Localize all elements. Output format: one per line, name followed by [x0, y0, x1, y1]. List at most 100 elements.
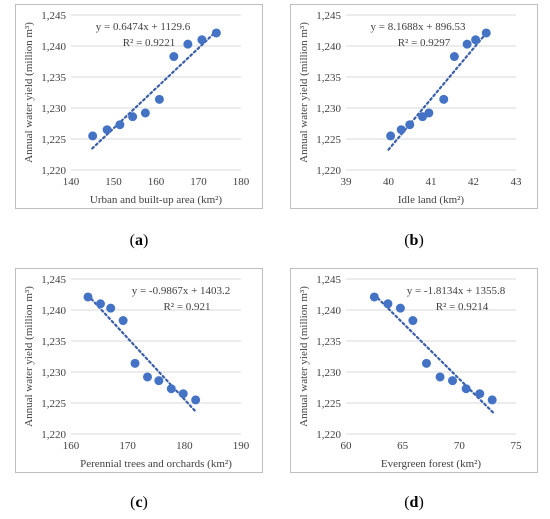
data-point — [197, 35, 207, 45]
caption-d: (d) — [404, 494, 424, 511]
x-tick-label: 75 — [511, 440, 523, 452]
caption-c-label: c — [135, 494, 143, 511]
x-tick-label: 140 — [63, 176, 80, 188]
data-point — [439, 94, 449, 104]
chart-panel-d: 1,220 1,225 1,230 1,235 1,240 1,245 60 65 70 75 Ev… — [290, 268, 538, 473]
scatter-chart-d: 1,220 1,225 1,230 1,235 1,240 1,245 60 65 70 75 Ev… — [298, 274, 523, 470]
y-axis-label: Annual water yield (million m³) — [23, 286, 35, 427]
caption-c: (c) — [130, 494, 148, 511]
x-axis-label: Idle land (km²) — [398, 194, 465, 206]
y-tick-label: 1,230 — [41, 103, 66, 115]
data-point — [424, 108, 434, 118]
data-point — [166, 384, 176, 394]
data-point — [130, 358, 140, 368]
caption-a: (a) — [129, 232, 149, 249]
x-tick-label: 160 — [148, 176, 165, 188]
x-tick-label: 40 — [383, 176, 395, 188]
y-axis-label: Annual water yield (million m³) — [23, 22, 35, 163]
y-tick-label: 1,240 — [316, 305, 341, 317]
data-point — [487, 395, 497, 405]
r-squared-label: R² = 0.921 — [163, 301, 210, 313]
data-point — [118, 316, 128, 326]
x-tick-label: 180 — [233, 176, 250, 188]
y-tick-label: 1,230 — [316, 367, 341, 379]
x-tick-label: 150 — [105, 176, 122, 188]
data-point — [95, 299, 105, 309]
data-point — [128, 112, 138, 122]
x-tick-label: 39 — [341, 176, 353, 188]
y-tick-label: 1,225 — [41, 134, 66, 146]
data-point — [383, 299, 393, 309]
y-tick-label: 1,235 — [41, 72, 66, 84]
y-tick-label: 1,225 — [41, 398, 66, 410]
y-tick-label: 1,220 — [41, 429, 66, 441]
data-point — [475, 389, 485, 399]
y-tick-label: 1,220 — [316, 165, 341, 177]
y-tick-label: 1,240 — [41, 41, 66, 53]
data-point — [421, 358, 431, 368]
data-point — [461, 384, 471, 394]
trendline — [86, 294, 197, 413]
x-tick-label: 170 — [119, 440, 136, 452]
data-point — [183, 39, 193, 49]
x-tick-label: 180 — [176, 440, 193, 452]
data-point — [154, 376, 164, 386]
x-tick-label: 43 — [511, 176, 523, 188]
y-tick-label: 1,230 — [316, 103, 341, 115]
data-point — [462, 39, 472, 49]
y-tick-label: 1,225 — [316, 134, 341, 146]
data-point — [471, 35, 481, 45]
data-point — [140, 108, 150, 118]
y-tick-label: 1,245 — [41, 10, 66, 22]
data-point — [448, 376, 458, 386]
scatter-chart-a: 1,220 1,225 1,230 1,235 1,240 1,245 140 150 160 1… — [23, 10, 250, 206]
y-tick-label: 1,225 — [316, 398, 341, 410]
x-tick-label: 160 — [63, 440, 80, 452]
trendline — [373, 293, 495, 414]
caption-a-label: a — [135, 232, 143, 249]
data-point — [211, 28, 221, 38]
x-axis-label: Perennial trees and orchards (km²) — [80, 458, 232, 470]
chart-panel-b: 1,220 1,225 1,230 1,235 1,240 1,245 39 40 41 42 43… — [290, 4, 538, 209]
data-point — [408, 316, 418, 326]
y-tick-label: 1,245 — [41, 274, 66, 286]
data-point — [395, 303, 405, 313]
data-point — [83, 292, 93, 302]
data-point — [396, 125, 406, 135]
x-tick-label: 60 — [341, 440, 353, 452]
y-tick-label: 1,220 — [41, 165, 66, 177]
r-squared-label: R² = 0.9214 — [436, 301, 489, 313]
caption-b: (b) — [404, 232, 424, 249]
r-squared-label: R² = 0.9297 — [398, 37, 451, 49]
trend-equation: y = -0.9867x + 1403.2 — [132, 285, 231, 297]
trendline — [91, 28, 219, 150]
y-tick-label: 1,235 — [316, 72, 341, 84]
y-tick-label: 1,235 — [316, 336, 341, 348]
y-tick-label: 1,235 — [41, 336, 66, 348]
y-tick-label: 1,240 — [316, 41, 341, 53]
data-point — [435, 372, 445, 382]
data-point — [115, 120, 125, 130]
data-point — [386, 131, 396, 141]
r-squared-label: R² = 0.9221 — [123, 37, 176, 49]
data-point — [106, 303, 116, 313]
x-tick-label: 70 — [454, 440, 466, 452]
y-tick-label: 1,240 — [41, 305, 66, 317]
x-tick-label: 190 — [233, 440, 250, 452]
data-point — [169, 52, 179, 62]
x-tick-label: 42 — [468, 176, 479, 188]
trend-equation: y = 0.6474x + 1129.6 — [96, 21, 191, 33]
data-point — [481, 28, 491, 38]
y-tick-label: 1,220 — [316, 429, 341, 441]
trend-equation: y = 8.1688x + 896.53 — [371, 21, 466, 33]
y-tick-label: 1,245 — [316, 10, 341, 22]
x-tick-label: 170 — [190, 176, 207, 188]
x-tick-label: 65 — [397, 440, 409, 452]
data-point — [88, 131, 98, 141]
x-axis-label: Evergreen forest (km²) — [381, 458, 482, 470]
data-point — [405, 120, 415, 130]
caption-d-label: d — [409, 494, 419, 511]
y-tick-label: 1,230 — [41, 367, 66, 379]
data-point — [178, 389, 188, 399]
y-tick-label: 1,245 — [316, 274, 341, 286]
